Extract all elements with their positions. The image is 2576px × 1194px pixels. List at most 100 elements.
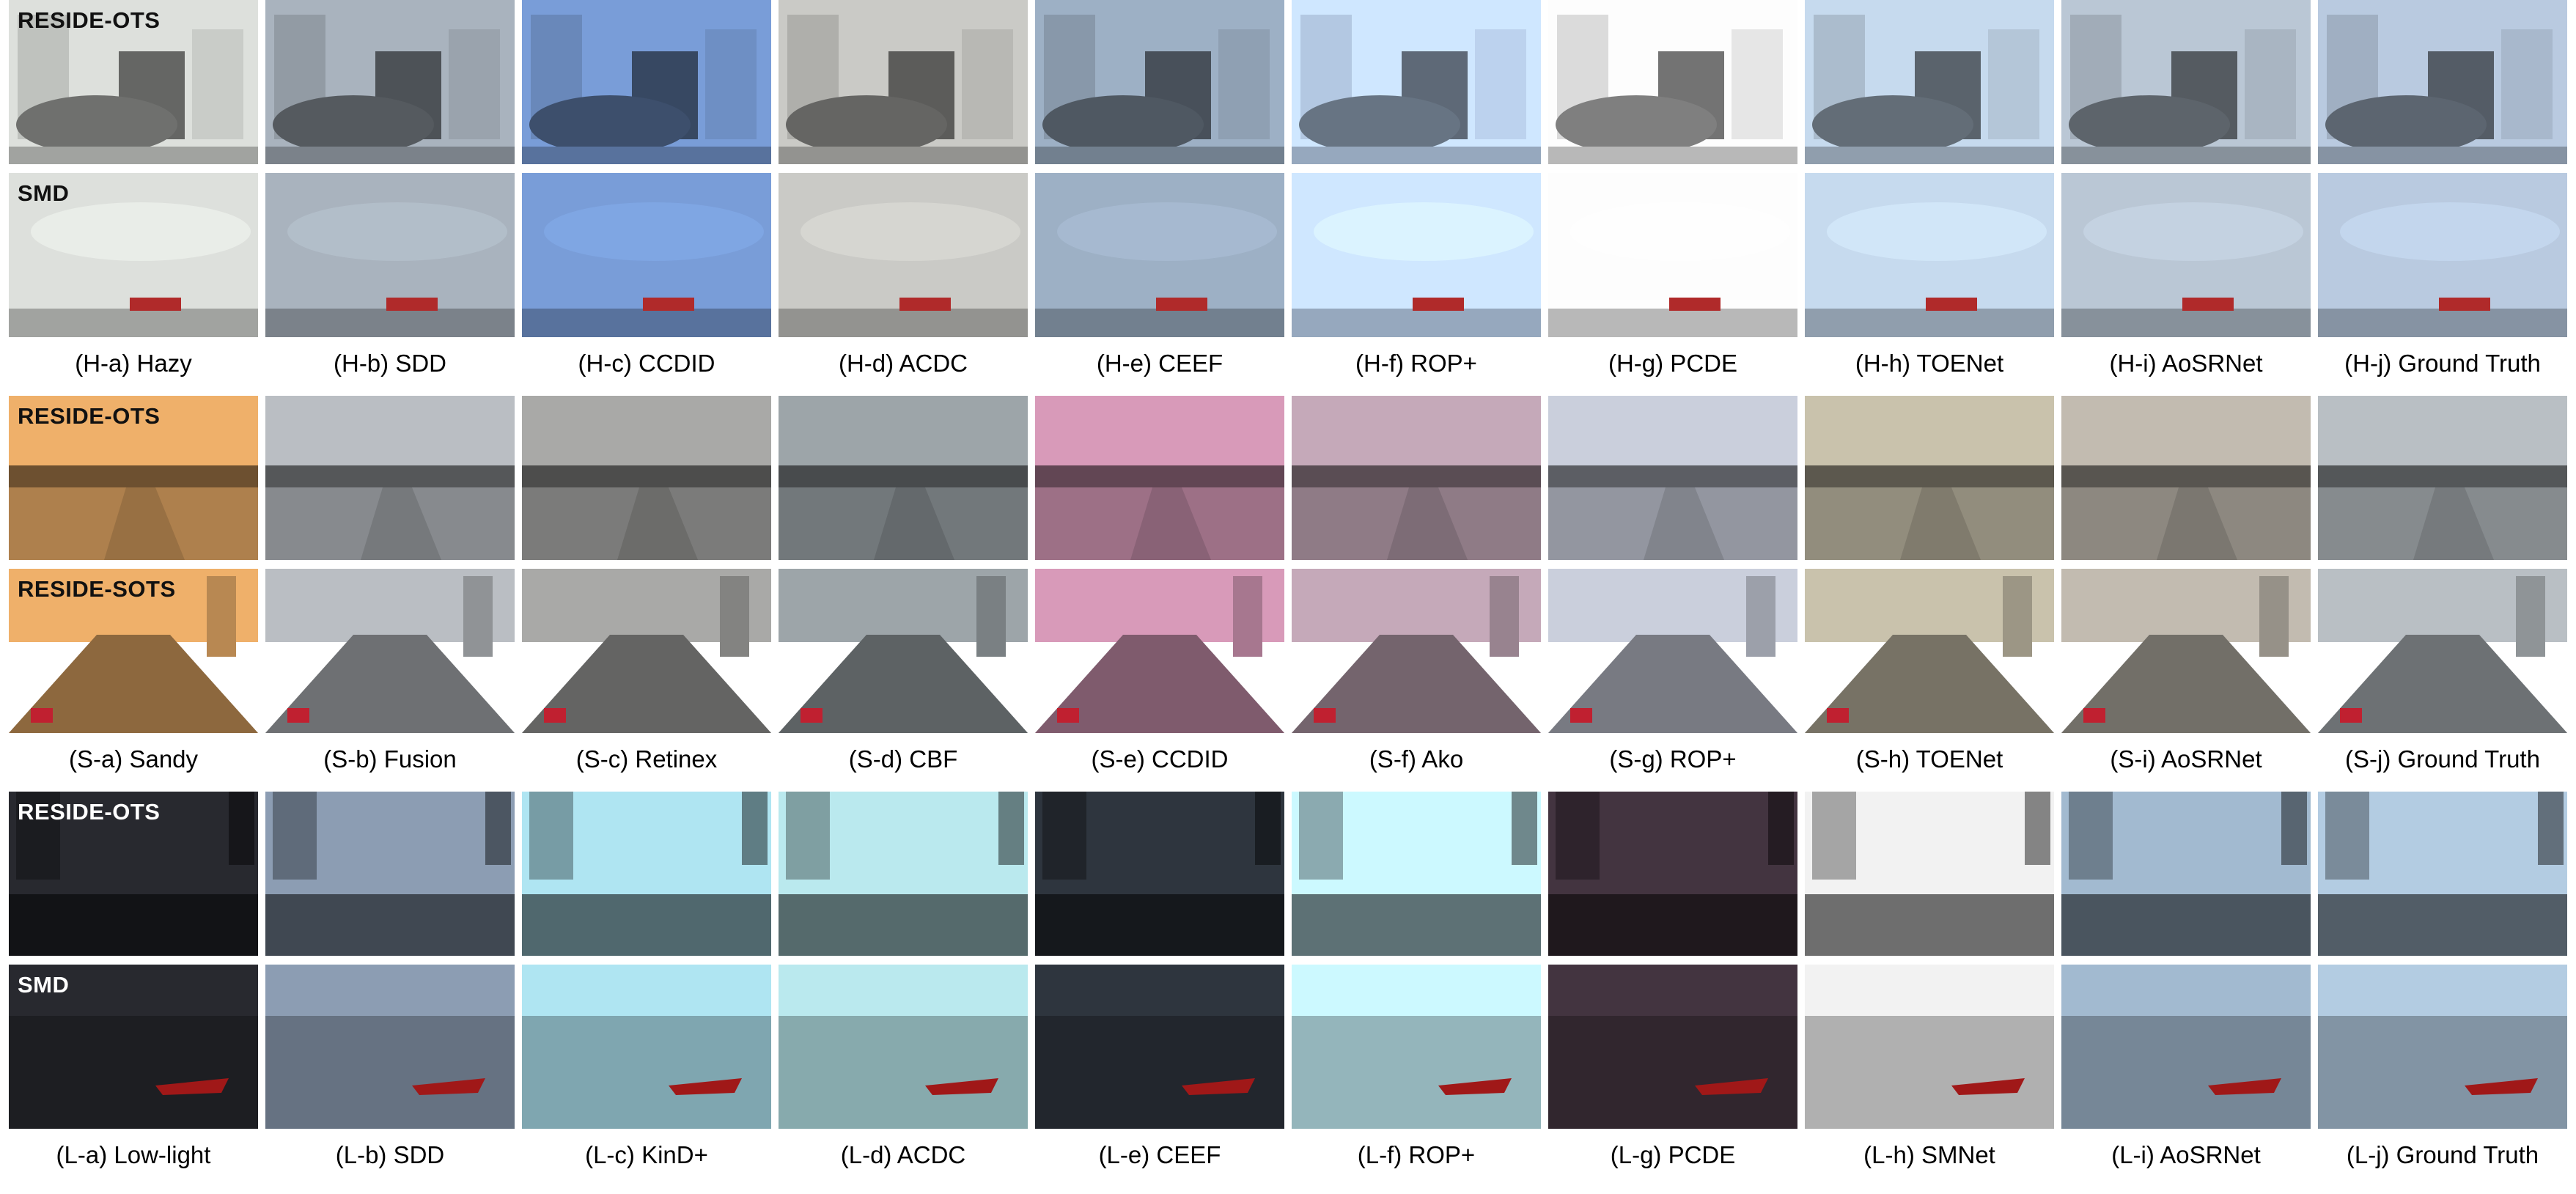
scene-illustration [779, 173, 1028, 337]
road-shape [779, 894, 1028, 956]
building-shape [1512, 792, 1537, 865]
car-shape [1570, 708, 1592, 723]
road-shape [2318, 635, 2567, 733]
scene-illustration [1805, 792, 2054, 956]
building-shape [1988, 29, 2039, 139]
result-image: SMD [9, 965, 258, 1129]
road-shape [9, 894, 258, 956]
result-image [265, 0, 515, 164]
dataset-label: RESIDE-OTS [18, 7, 161, 33]
car-shape [287, 708, 309, 723]
scene-illustration [1548, 396, 1797, 560]
result-image [1292, 0, 1541, 164]
car-shape [801, 708, 823, 723]
sea-shape [2318, 1016, 2567, 1129]
result-image: SMD [9, 173, 258, 337]
scene-illustration [265, 396, 515, 560]
ship-shape [899, 298, 951, 311]
image-caption: (L-b) SDD [335, 1141, 445, 1168]
car-shape [1827, 708, 1849, 723]
result-image [2061, 965, 2311, 1129]
scene-illustration [1035, 0, 1284, 164]
building-shape [529, 792, 573, 880]
scene-illustration [265, 569, 515, 733]
result-image [1548, 173, 1797, 337]
road-shape [779, 635, 1028, 733]
building-shape [1233, 576, 1262, 657]
image-caption: (L-h) SMNet [1863, 1141, 1995, 1168]
scene-illustration [1035, 173, 1284, 337]
result-image [2061, 173, 2311, 337]
ship-shape [1156, 298, 1207, 311]
road-shape [1900, 487, 1981, 560]
trees-shape [273, 95, 434, 154]
road-shape [1130, 487, 1211, 560]
image-row: SMD [9, 173, 2575, 337]
sea-shape [2061, 309, 2311, 337]
building-shape [705, 29, 757, 139]
image-caption: (L-i) AoSRNet [2111, 1141, 2261, 1168]
scene-illustration [1805, 396, 2054, 560]
ship-shape [130, 298, 181, 311]
dataset-label: SMD [18, 180, 70, 206]
image-caption: (L-d) ACDC [840, 1141, 966, 1168]
result-image [1805, 173, 2054, 337]
scene-illustration [1548, 569, 1797, 733]
result-image [779, 396, 1028, 560]
result-image [779, 569, 1028, 733]
scene-illustration [1805, 569, 2054, 733]
building-shape [1548, 465, 1797, 487]
image-caption: (S-f) Ako [1369, 745, 1464, 773]
image-row: RESIDE-OTS [9, 396, 2575, 560]
road-shape [265, 635, 515, 733]
scene-illustration [1548, 792, 1797, 956]
building-shape [2516, 576, 2545, 657]
result-image [2061, 0, 2311, 164]
caption-row: (S-a) Sandy (S-b) Fusion (S-c) Retinex (S-d… [9, 743, 2575, 775]
road-shape [2413, 487, 2494, 560]
result-image [265, 965, 515, 1129]
trees-shape [786, 95, 947, 154]
car-shape [544, 708, 566, 723]
scene-illustration [2061, 396, 2311, 560]
trees-shape [2069, 95, 2230, 154]
road-shape [361, 487, 441, 560]
result-image [1292, 792, 1541, 956]
building-shape [449, 29, 500, 139]
scene-illustration [1548, 173, 1797, 337]
road-shape [617, 487, 698, 560]
image-caption: (H-a) Hazy [75, 350, 192, 377]
scene-illustration [265, 0, 515, 164]
result-image [2061, 396, 2311, 560]
sea-shape [2318, 309, 2567, 337]
scene-illustration [1292, 569, 1541, 733]
building-shape [1556, 792, 1600, 880]
ship-shape [2439, 298, 2490, 311]
building-shape [1805, 465, 2054, 487]
ship-shape [1669, 298, 1721, 311]
image-caption: (H-f) ROP+ [1355, 350, 1477, 377]
scene-illustration [2061, 965, 2311, 1129]
building-shape [2245, 29, 2296, 139]
scene-illustration [1035, 396, 1284, 560]
result-image [265, 792, 515, 956]
image-caption: (S-a) Sandy [68, 745, 199, 773]
dataset-label: RESIDE-OTS [18, 403, 161, 429]
image-row: SMD [9, 965, 2575, 1129]
image-caption: (H-b) SDD [334, 350, 446, 377]
result-image [265, 173, 515, 337]
result-image [1035, 965, 1284, 1129]
result-image [1805, 569, 2054, 733]
image-caption: (L-j) Ground Truth [2346, 1141, 2539, 1168]
image-caption: (L-c) KinD+ [585, 1141, 708, 1168]
road-shape [2061, 635, 2311, 733]
boat-shape [1695, 1078, 1768, 1095]
road-shape [104, 487, 185, 560]
road-shape [265, 894, 515, 956]
building-shape [2259, 576, 2289, 657]
scene-illustration [9, 965, 258, 1129]
trees-shape [16, 95, 177, 154]
ship-shape [1413, 298, 1464, 311]
car-shape [1314, 708, 1336, 723]
